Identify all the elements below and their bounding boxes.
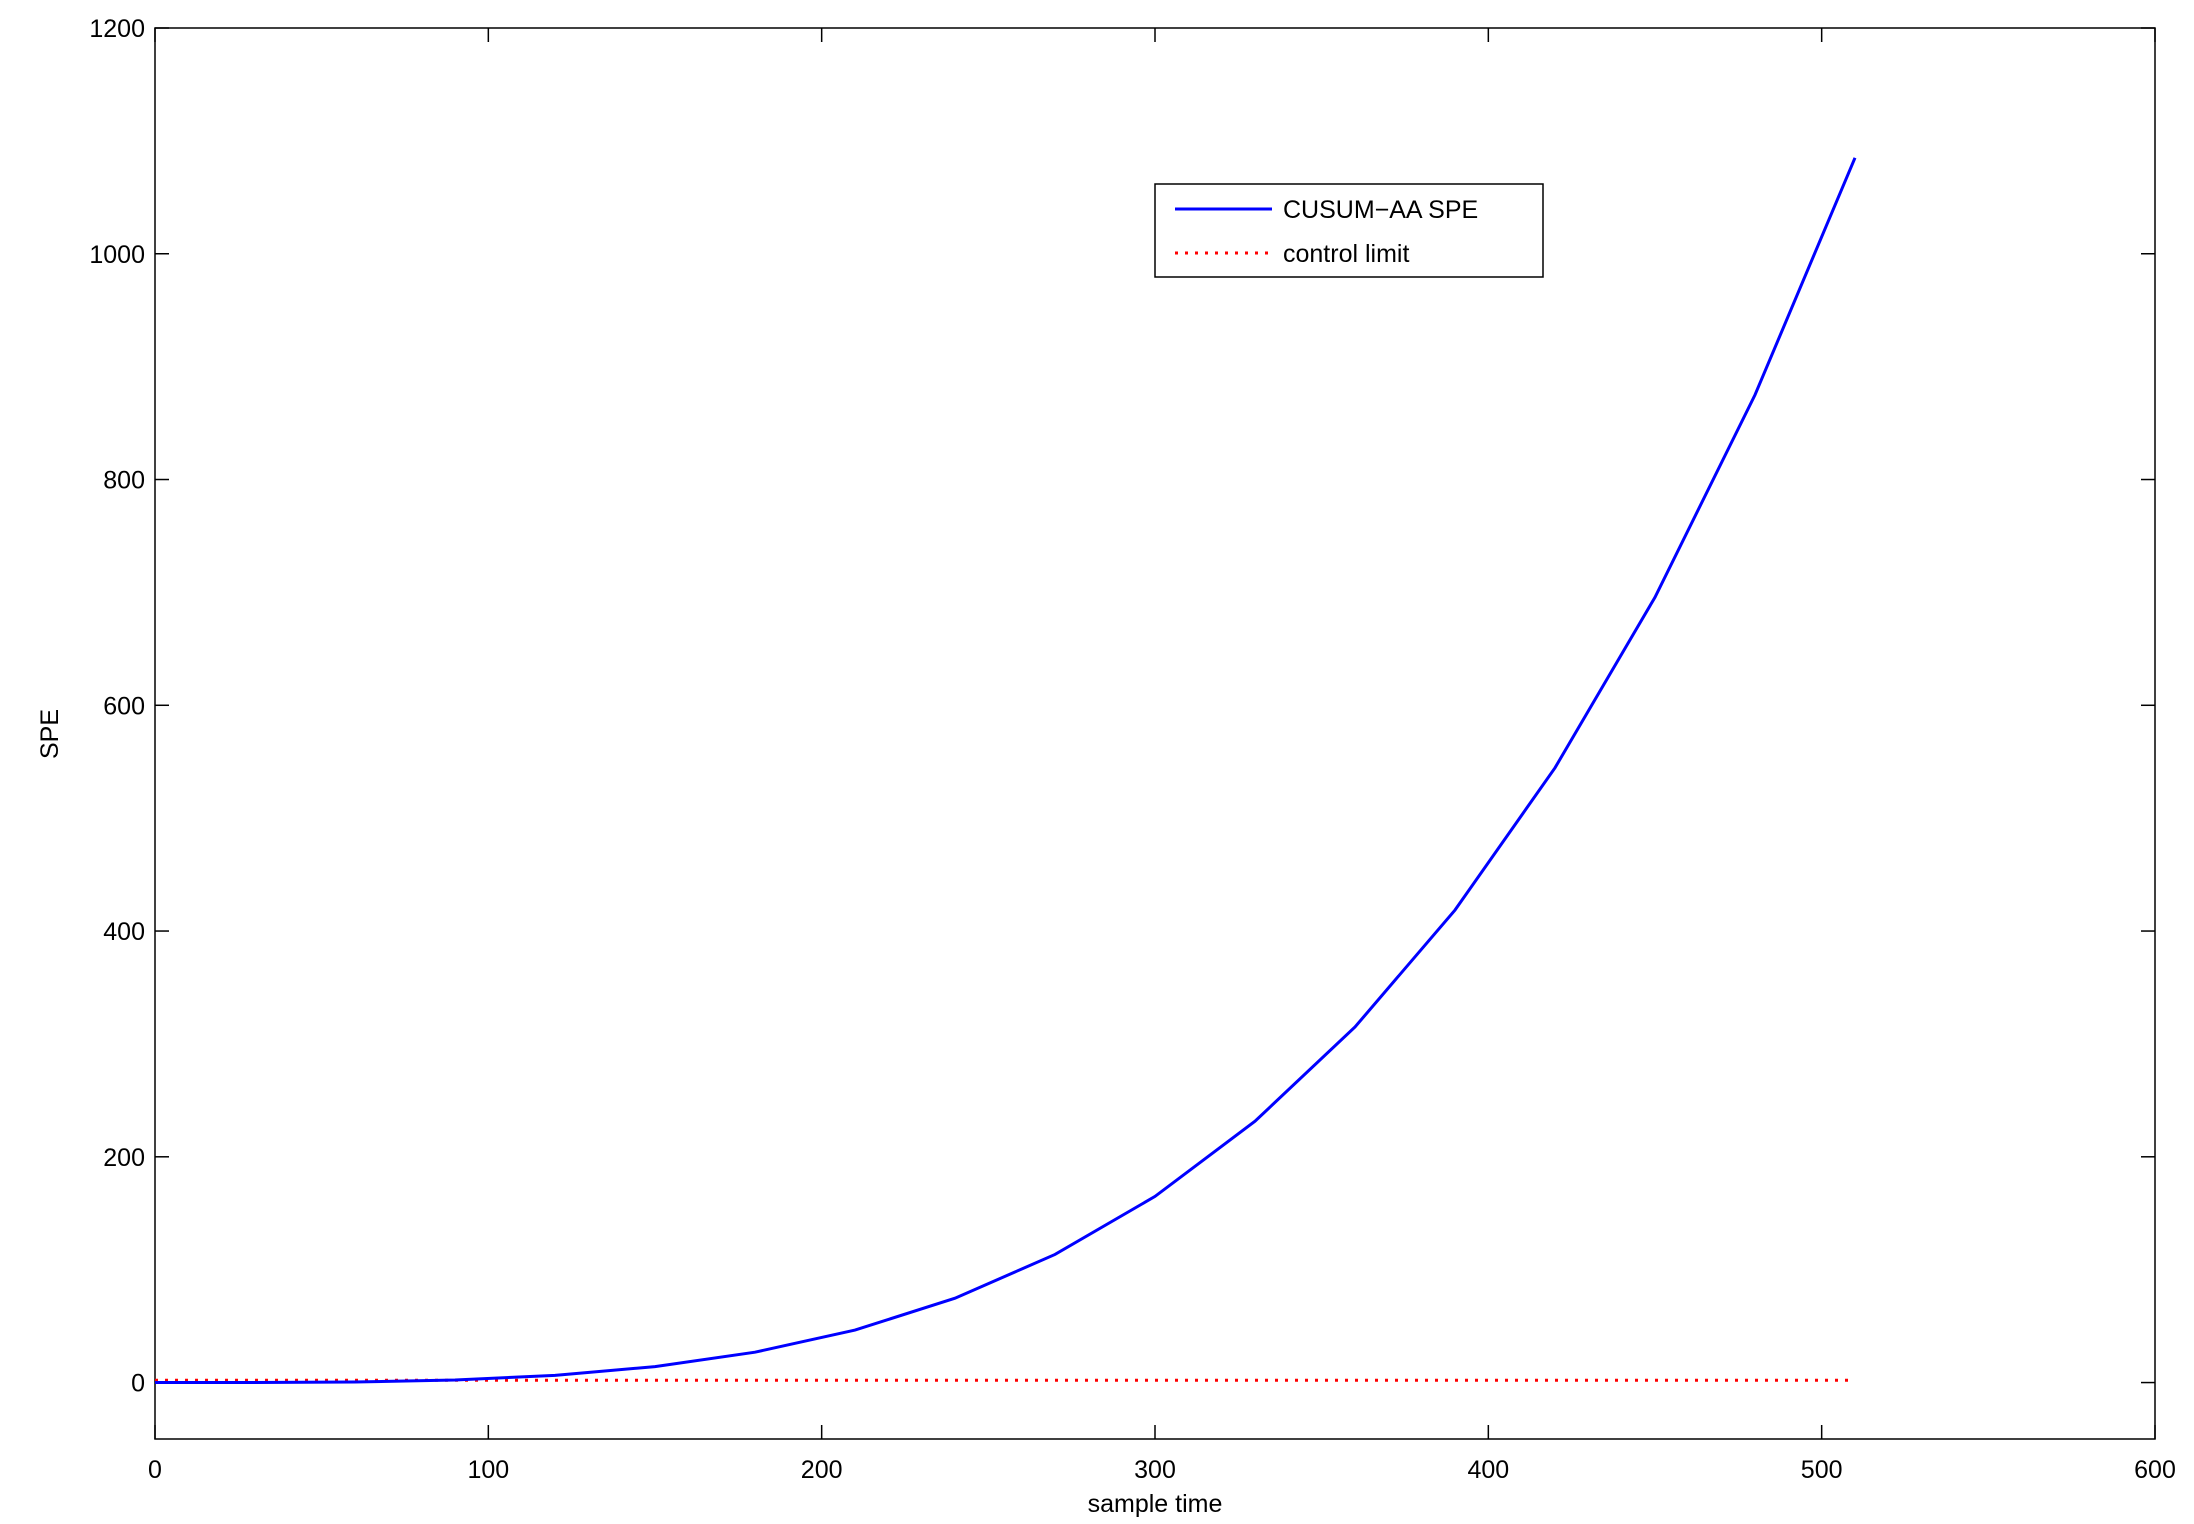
x-tick-label: 100	[467, 1456, 509, 1484]
legend-box	[1154, 183, 1544, 278]
legend-label: control limit	[1283, 240, 1409, 268]
x-tick-label: 400	[1467, 1456, 1509, 1484]
y-tick-label: 800	[103, 467, 145, 495]
y-tick-label: 1200	[89, 15, 145, 43]
y-tick-label: 1000	[89, 241, 145, 269]
x-tick-label: 500	[1801, 1456, 1843, 1484]
y-axis-label: SPE	[36, 709, 64, 759]
y-tick-label: 0	[131, 1370, 145, 1398]
y-tick-label: 200	[103, 1144, 145, 1172]
series-line	[154, 157, 1857, 1385]
y-tick-label: 400	[103, 918, 145, 946]
x-axis-label: sample time	[1088, 1490, 1223, 1518]
x-tick-label: 200	[801, 1456, 843, 1484]
y-tick-label: 600	[103, 692, 145, 720]
x-tick-label: 600	[2134, 1456, 2176, 1484]
x-tick-label: 300	[1134, 1456, 1176, 1484]
x-tick-label: 0	[148, 1456, 162, 1484]
legend-label: CUSUM−AA SPE	[1283, 196, 1478, 224]
